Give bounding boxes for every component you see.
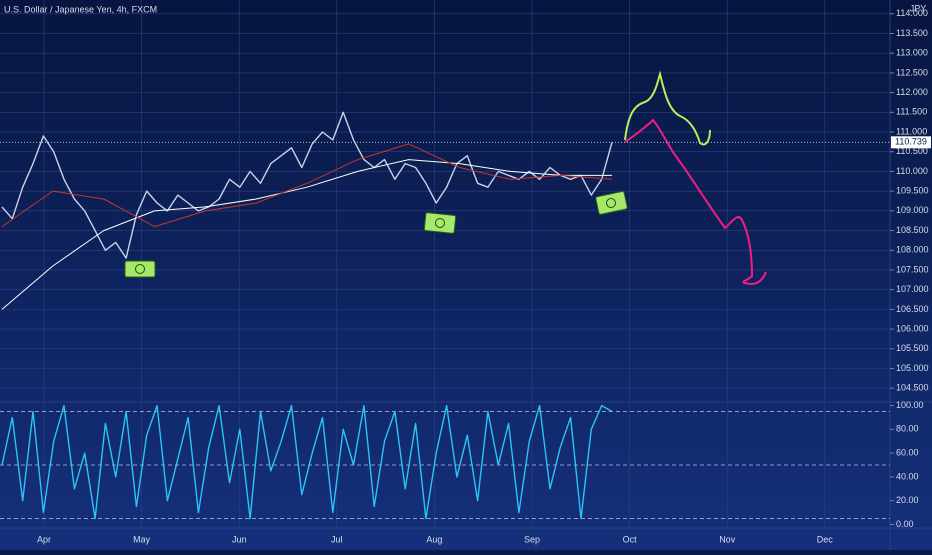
last-price-label: 110.739 <box>895 137 927 147</box>
series-line <box>1 111 613 259</box>
drawing-pink <box>624 118 767 285</box>
y-tick-label: 107.500 <box>896 264 929 274</box>
y-tick-label: 105.500 <box>896 343 929 353</box>
x-tick-label: Aug <box>426 534 442 544</box>
y-tick-label: 112.500 <box>896 67 928 77</box>
y-tick-label: 110.500 <box>896 146 928 156</box>
y-tick-label: 113.000 <box>896 48 928 58</box>
x-tick-label: Dec <box>817 534 834 544</box>
y-tick-label: 20.00 <box>896 495 919 505</box>
y-tick-label: 109.000 <box>896 205 929 215</box>
x-tick-label: Jun <box>232 534 247 544</box>
x-tick-label: Sep <box>524 534 540 544</box>
series-line <box>1 143 613 228</box>
y-tick-label: 104.500 <box>896 383 929 393</box>
y-tick-label: 105.000 <box>896 363 929 373</box>
y-tick-label: 110.000 <box>896 166 928 176</box>
y-tick-label: 106.500 <box>896 304 929 314</box>
money-icon <box>124 260 156 278</box>
money-icon <box>423 212 457 234</box>
y-tick-label: 108.500 <box>896 225 929 235</box>
drawing-green <box>624 70 711 146</box>
y-tick-label: 107.000 <box>896 284 929 294</box>
money-icon <box>595 190 628 215</box>
x-tick-label: Oct <box>623 534 638 544</box>
series-line <box>1 159 612 310</box>
y-tick-label: 109.500 <box>896 186 929 196</box>
marks <box>1 111 613 520</box>
grid <box>0 0 890 528</box>
y-tick-label: 106.000 <box>896 323 929 333</box>
y-tick-label: 0.00 <box>896 519 914 529</box>
x-tick-label: Apr <box>37 534 51 544</box>
y-tick-label: 108.000 <box>896 245 929 255</box>
currency-label: JPY <box>910 3 927 13</box>
y-tick-label: 111.500 <box>896 107 927 117</box>
y-tick-label: 100.00 <box>896 400 924 410</box>
x-tick-label: Jul <box>331 534 343 544</box>
y-tick-label: 80.00 <box>896 424 919 434</box>
y-tick-label: 112.000 <box>896 87 928 97</box>
series-line <box>1 404 613 520</box>
y-tick-label: 60.00 <box>896 447 919 457</box>
symbol-title: U.S. Dollar / Japanese Yen, 4h, FXCM <box>4 4 157 14</box>
x-tick-label: May <box>133 534 151 544</box>
last-price-box <box>891 136 931 149</box>
y-tick-label: 114.000 <box>896 8 928 18</box>
y-tick-label: 40.00 <box>896 471 919 481</box>
x-tick-label: Nov <box>719 534 736 544</box>
y-tick-label: 111.000 <box>896 126 927 136</box>
y-tick-label: 113.500 <box>896 28 928 38</box>
